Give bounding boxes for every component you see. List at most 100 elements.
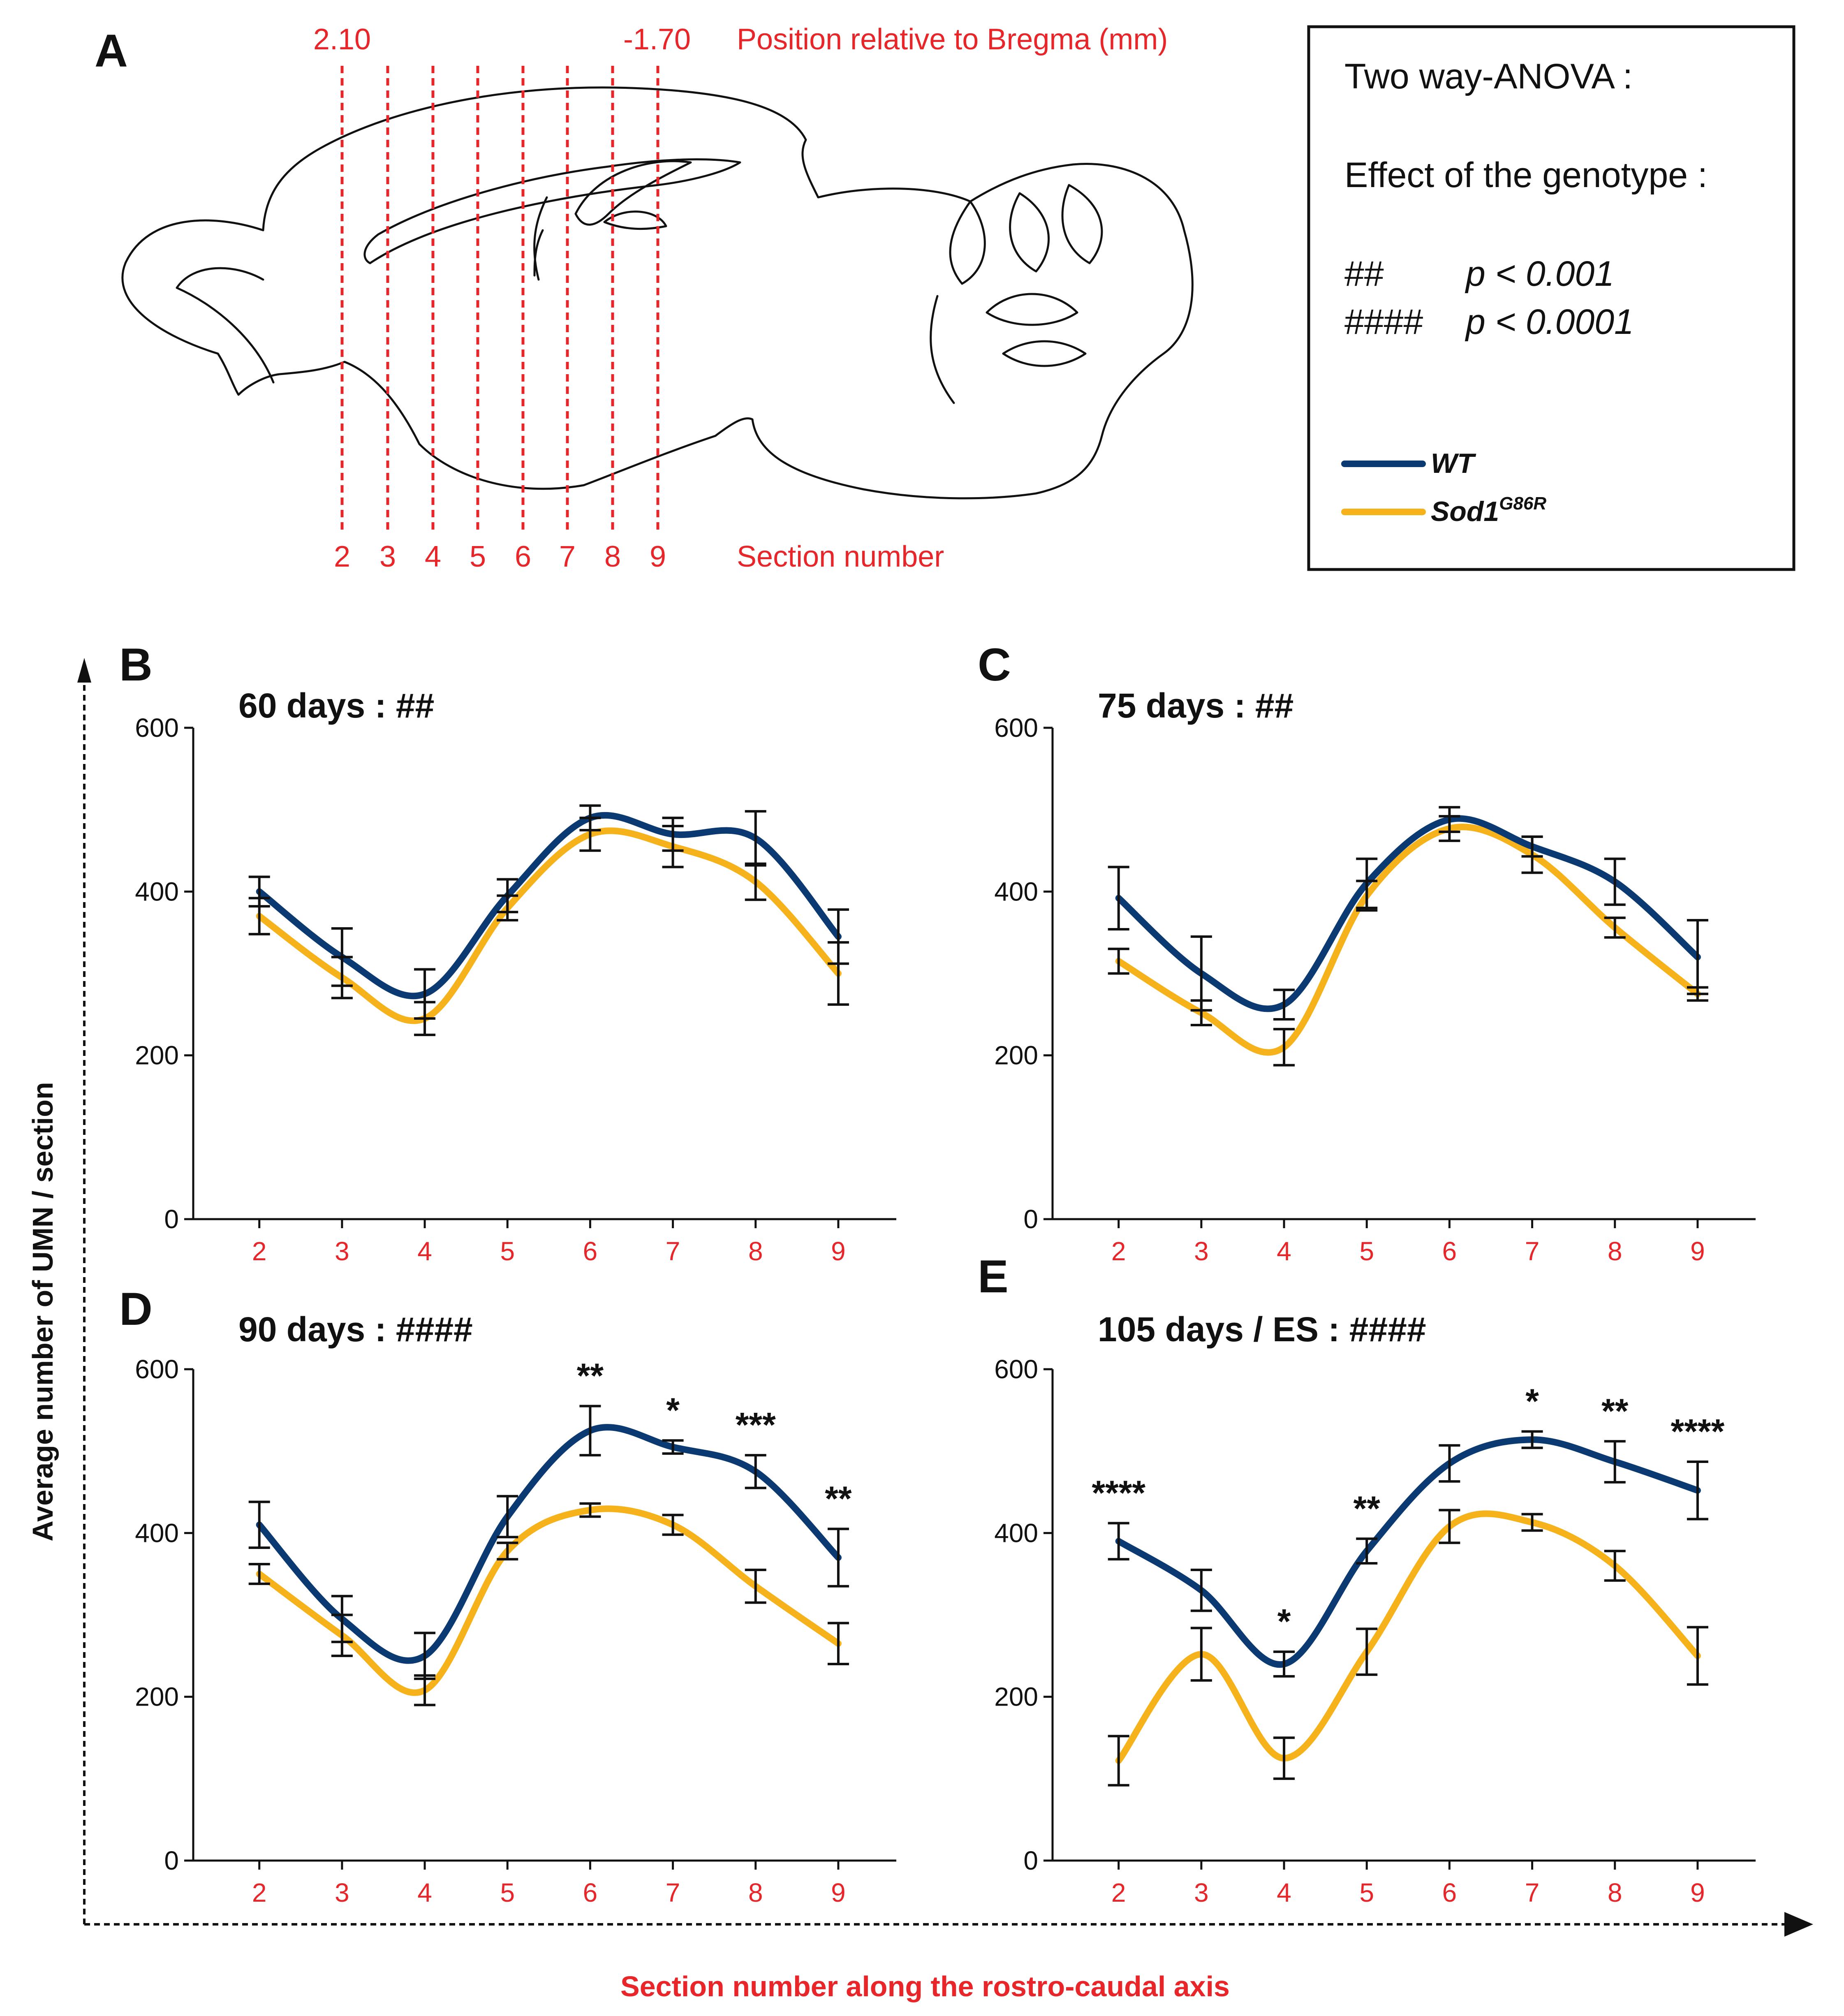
error-bar-wt-d-8 [745,1454,766,1489]
bregma-left-value: 2.10 [313,23,371,56]
error-bar-wt-c-9 [1687,919,1708,995]
error-bar-wt-c-5 [1356,857,1378,910]
panel-label-b: B [119,639,153,690]
error-bar-wt-e-9 [1687,1461,1708,1521]
error-bar-sod1-e-8 [1604,1550,1626,1582]
error-bar-wt-b-9 [827,908,849,965]
section-number-7: 7 [559,540,576,573]
legend-box: Two way-ANOVA : Effect of the genotype :… [1307,25,1795,571]
error-bar-sod1-e-3 [1190,1627,1212,1682]
error-bar-wt-d-9 [827,1528,849,1588]
error-bar-sod1-c-4 [1273,1028,1295,1067]
legend-mutant-sup: G86R [1499,493,1546,514]
x-tick-label-e-2: 2 [1111,1878,1126,1907]
significance-e-8: ** [1601,1391,1629,1430]
significance-d-9: ** [825,1479,852,1518]
y-tick-label-b-600: 600 [135,713,179,743]
overall-x-label: Section number along the rostro-caudal a… [620,1970,1230,2002]
y-tick-label-c-400: 400 [994,877,1038,906]
error-bar-wt-d-3 [331,1595,353,1643]
error-bar-sod1-e-2 [1108,1735,1129,1787]
x-tick-label-d-7: 7 [666,1878,680,1907]
x-tick-label-d-2: 2 [252,1878,267,1907]
legend-wt-label: WT [1431,448,1476,479]
significance-d-8: *** [736,1405,776,1444]
significance-d-7: * [666,1391,680,1429]
panel-a: A [95,23,1194,573]
error-bar-wt-b-5 [497,878,518,914]
significance-e-9: **** [1671,1412,1725,1451]
section-number-6: 6 [515,540,531,573]
series-line-wt-e [1115,1436,1701,1668]
series-line-sod1-d [256,1505,842,1696]
x-tick-label-e-6: 6 [1442,1878,1457,1907]
chart-title-c: 75 days : ## [1098,686,1293,725]
x-tick-label-b-4: 4 [417,1236,432,1266]
section-number-9: 9 [650,540,666,573]
y-tick-label-e-400: 400 [994,1518,1038,1548]
y-tick-label-b-400: 400 [135,877,179,906]
series-line-wt-c [1115,815,1701,1012]
y-tick-label-d-400: 400 [135,1518,179,1548]
error-bar-wt-b-4 [414,968,436,1020]
x-tick-label-c-6: 6 [1442,1236,1457,1266]
error-bar-wt-b-8 [745,810,766,867]
section-caption: Section number [737,540,944,573]
error-bar-sod1-d-2 [248,1563,270,1585]
error-bar-sod1-d-6 [579,1502,601,1518]
overall-y-arrowhead [77,658,91,683]
section-number-3: 3 [379,540,396,573]
y-tick-label-d-0: 0 [164,1846,179,1875]
error-bar-sod1-d-9 [827,1622,849,1665]
legend-subtitle: Effect of the genotype : [1344,155,1707,195]
error-bar-sod1-b-8 [745,862,766,901]
x-tick-label-e-8: 8 [1608,1878,1622,1907]
x-tick-label-b-8: 8 [748,1236,763,1266]
x-tick-label-b-5: 5 [500,1236,515,1266]
error-bar-wt-e-2 [1108,1522,1129,1561]
section-number-5: 5 [470,540,486,573]
legend-pvalue-2: p < 0.0001 [1465,302,1634,342]
section-number-4: 4 [425,540,441,573]
error-bar-wt-e-3 [1190,1568,1212,1612]
error-bar-wt-d-2 [248,1500,270,1549]
x-tick-label-b-2: 2 [252,1236,267,1266]
error-bar-sod1-e-6 [1439,1509,1460,1544]
legend-pvalue-1: p < 0.001 [1465,254,1614,294]
section-number-labels: 2 3 4 5 6 7 8 9 [334,540,666,573]
legend-mutant-name: Sod1 [1431,496,1499,527]
x-tick-label-e-9: 9 [1690,1878,1705,1907]
significance-e-4: * [1277,1602,1291,1641]
x-tick-label-d-3: 3 [335,1878,349,1907]
error-bar-sod1-c-8 [1604,917,1626,939]
x-tick-label-c-2: 2 [1111,1236,1126,1266]
error-bar-wt-d-7 [662,1439,684,1455]
error-bar-wt-c-7 [1521,835,1543,858]
series-line-wt-d [256,1424,842,1664]
y-tick-label-e-600: 600 [994,1354,1038,1384]
y-tick-label-c-200: 200 [994,1041,1038,1070]
x-tick-label-d-4: 4 [417,1878,432,1907]
error-bar-wt-b-3 [331,927,353,987]
x-tick-label-c-3: 3 [1194,1236,1209,1266]
chart-title-e: 105 days / ES : #### [1098,1310,1426,1349]
x-tick-label-e-7: 7 [1525,1878,1540,1907]
error-bar-wt-d-5 [497,1495,518,1539]
error-bar-wt-e-4 [1273,1650,1295,1678]
overall-x-arrowhead [1784,1912,1813,1937]
chart-title-b: 60 days : ## [238,686,434,725]
series-line-sod1-c [1115,824,1701,1056]
brain-outline [121,86,1194,500]
chart-panel-b: 60 days : ## 0 200 400 600 2 3 4 5 6 7 8 9 [135,686,896,1266]
x-tick-label-b-3: 3 [335,1236,349,1266]
error-bar-wt-c-6 [1439,806,1460,833]
error-bar-wt-e-8 [1604,1440,1626,1484]
x-tick-label-b-9: 9 [831,1236,846,1266]
error-bar-wt-d-6 [579,1405,601,1457]
error-bar-wt-e-5 [1356,1537,1378,1565]
x-tick-label-b-7: 7 [666,1236,680,1266]
overall-axes: Average number of UMN / section Section … [27,658,1813,2002]
y-tick-label-b-200: 200 [135,1041,179,1070]
